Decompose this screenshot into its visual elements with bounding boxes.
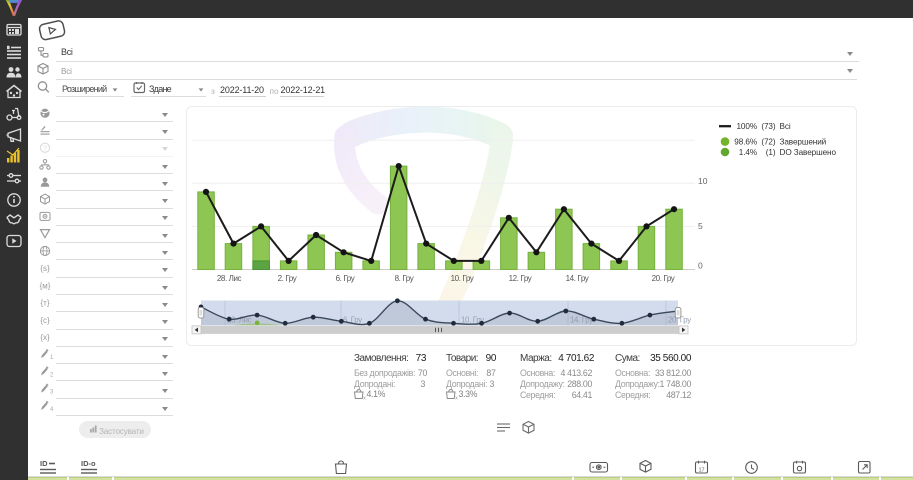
svg-text:28. Лис: 28. Лис [217,274,242,283]
svg-text:100%: 100% [736,122,757,131]
svg-text:0: 0 [698,261,703,271]
svg-text:{с}: {с} [40,316,50,325]
svg-text:{s}: {s} [40,264,50,273]
svg-text:ID-o: ID-o [81,459,96,468]
svg-text:{т}: {т} [40,299,49,308]
svg-text:20. Гру: 20. Гру [668,316,691,325]
svg-text:2: 2 [50,372,54,378]
svg-text:10: 10 [698,176,708,186]
svg-text:(1): (1) [766,148,776,157]
svg-text:6. Гру: 6. Гру [336,274,355,283]
svg-text:20. Гру: 20. Гру [652,274,675,283]
svg-text:1: 1 [50,355,54,361]
svg-text:28. Лис: 28. Лис [227,316,252,325]
svg-text:17: 17 [698,468,704,474]
svg-text:?: ? [43,146,47,153]
svg-text:10. Гру: 10. Гру [461,316,484,325]
svg-text:14. Гру: 14. Гру [570,316,593,325]
svg-text:5: 5 [698,221,703,231]
svg-text:Всі: Всі [780,122,791,131]
svg-text:6. Гру: 6. Гру [343,316,362,325]
svg-text:DO Завершено: DO Завершено [780,148,837,157]
svg-text:2. Гру: 2. Гру [278,274,297,283]
svg-text:ID: ID [40,459,48,468]
svg-text:x: x [363,396,366,402]
svg-text:{х}: {х} [40,333,50,342]
svg-text:98.6%: 98.6% [734,138,757,147]
svg-text:(72): (72) [761,138,776,147]
svg-text:3: 3 [50,390,54,396]
svg-text:14. Гру: 14. Гру [566,274,589,283]
svg-text:4: 4 [50,407,54,413]
svg-text:8. Гру: 8. Гру [395,274,414,283]
svg-text:(73): (73) [761,122,776,131]
svg-text:{м}: {м} [40,281,51,290]
svg-text:Завершений: Завершений [780,138,827,147]
svg-text:10. Гру: 10. Гру [451,274,474,283]
svg-text:12. Гру: 12. Гру [509,274,532,283]
svg-text:1.4%: 1.4% [739,148,757,157]
svg-text:x: x [455,396,458,402]
